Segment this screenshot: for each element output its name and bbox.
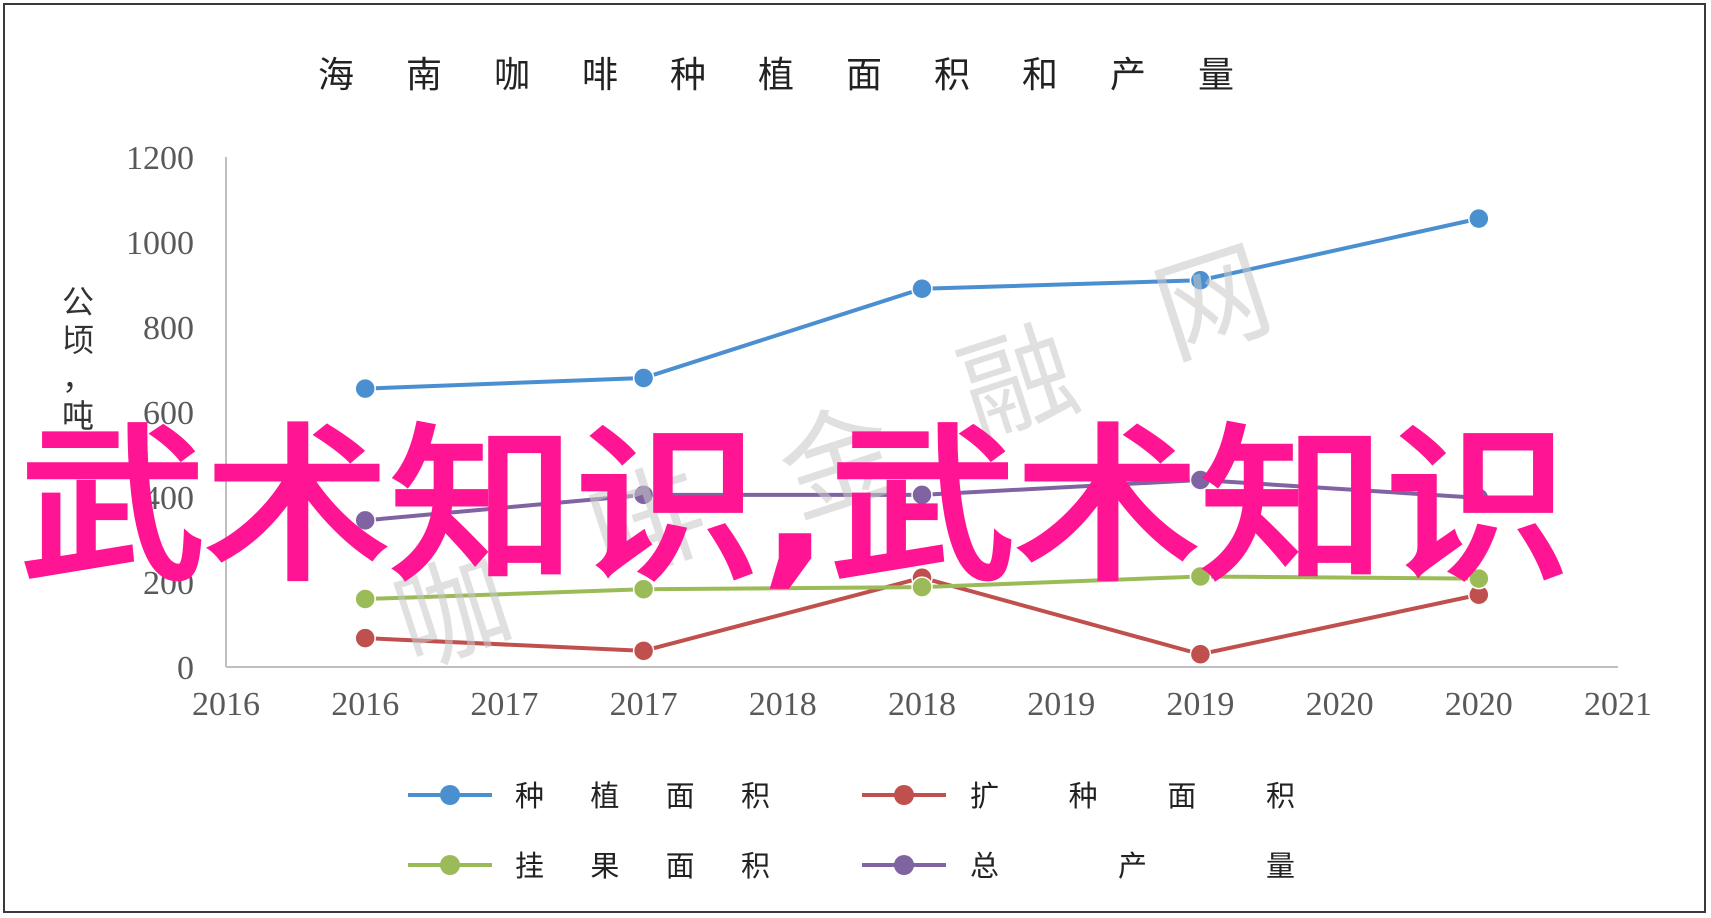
data-point	[1189, 643, 1212, 665]
x-tick-label: 2018	[749, 686, 817, 723]
data-point	[911, 576, 933, 598]
data-point	[354, 588, 376, 610]
watermark-main: 武术知识,武术知识	[20, 409, 1570, 605]
x-tick-label: 2021	[1584, 686, 1652, 723]
y-axis-label: 公顷，吨	[62, 283, 94, 435]
chart-frame	[3, 3, 1706, 913]
data-point	[1189, 565, 1212, 588]
x-tick-label: 2017	[470, 686, 538, 723]
data-point	[354, 509, 376, 532]
x-tick-label: 2016	[192, 686, 260, 723]
y-tick-label: 600	[143, 395, 194, 432]
legend-label: 挂果面积	[515, 849, 770, 883]
x-tick-label: 2020	[1445, 686, 1513, 723]
data-point	[632, 640, 655, 662]
x-tick-label: 2020	[1306, 686, 1374, 723]
data-point	[1468, 207, 1490, 230]
y-axis: 0 200 400 600 800 1000 1200	[126, 140, 227, 687]
y-tick-label: 200	[143, 565, 194, 602]
y-tick-label: 0	[177, 650, 194, 687]
series-3	[354, 565, 1490, 610]
legend-item: 总产量	[862, 849, 1295, 883]
legend-marker	[440, 785, 460, 805]
y-tick-label: 1000	[126, 225, 194, 262]
watermark-char: 网	[1140, 225, 1287, 383]
series-4	[354, 469, 1490, 532]
series-1	[354, 207, 1490, 400]
y-tick-label: 400	[143, 480, 194, 517]
series-line	[365, 216, 1480, 391]
data-point	[1468, 487, 1490, 509]
data-point	[911, 278, 933, 300]
x-tick-label: 2017	[610, 686, 678, 723]
data-point	[632, 484, 655, 506]
legend-item: 扩种面积	[862, 779, 1295, 813]
x-tick-label: 2019	[1027, 686, 1095, 723]
legend-item: 挂果面积	[408, 849, 770, 883]
x-tick-label: 2018	[888, 686, 956, 723]
data-point	[911, 484, 933, 506]
legend-marker	[894, 855, 914, 875]
data-point	[632, 367, 655, 389]
y-tick-label: 1200	[126, 140, 194, 177]
chart-title: 海南咖啡种植面积和产量	[318, 55, 1286, 96]
data-point	[632, 578, 655, 600]
data-point	[354, 377, 376, 400]
legend-marker	[440, 855, 460, 875]
x-tick-label: 2019	[1166, 686, 1234, 723]
series-layer	[354, 207, 1490, 665]
data-point	[1189, 269, 1212, 291]
x-tick-label: 2016	[331, 686, 399, 723]
data-point	[1468, 567, 1490, 590]
legend-label: 总产量	[970, 849, 1295, 883]
legend-marker	[894, 785, 914, 805]
data-point	[1189, 469, 1212, 491]
data-point	[354, 627, 376, 649]
legend-item: 种植面积	[408, 779, 770, 813]
legend-label: 扩种面积	[970, 779, 1295, 813]
legend-label: 种植面积	[515, 779, 770, 813]
x-axis: 2016 2016 2017 2017 2018 2018 2019 2019 2020 2020…	[192, 666, 1652, 723]
y-tick-label: 800	[143, 310, 194, 347]
